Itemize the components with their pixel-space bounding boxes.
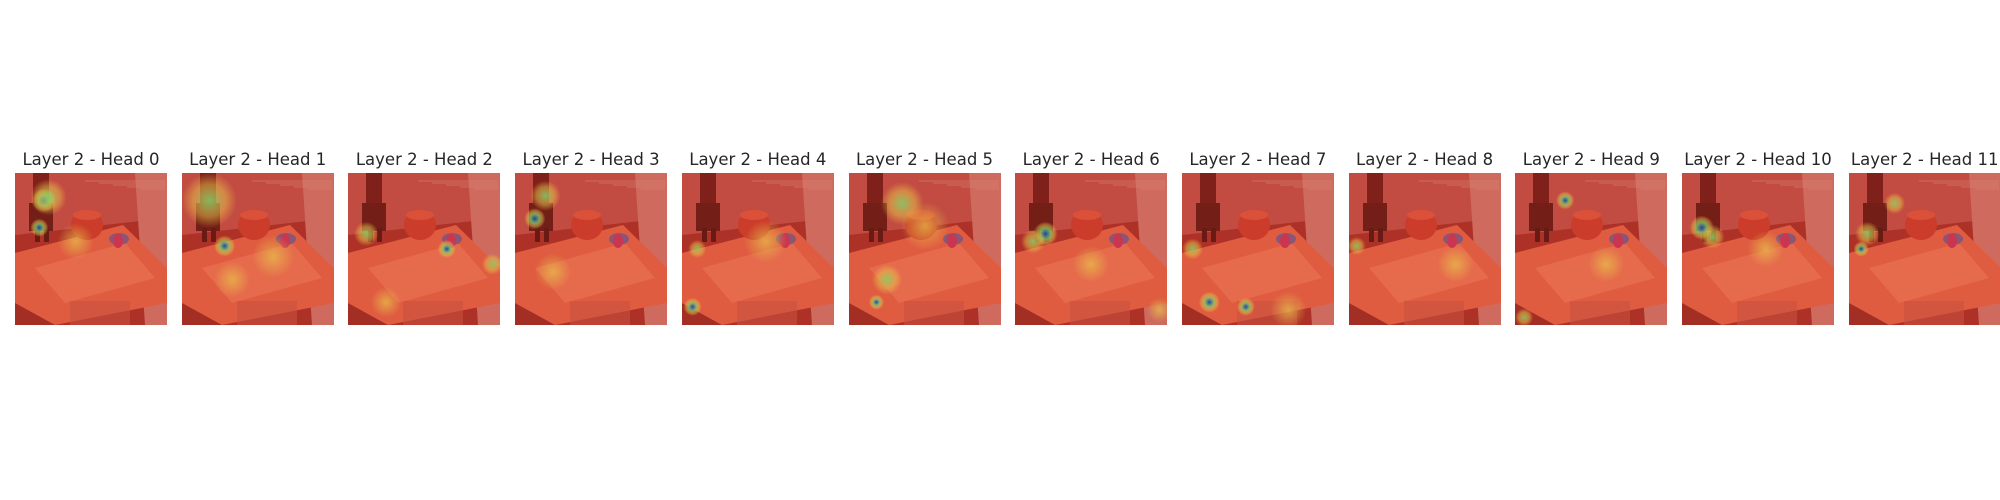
panel-title: Layer 2 - Head 6 [1022, 150, 1160, 169]
attention-panel: Layer 2 - Head 2 [348, 148, 501, 326]
attention-panel: Layer 2 - Head 5 [848, 148, 1001, 326]
heatmap-image [848, 173, 1001, 325]
heatmap-image [1181, 173, 1334, 325]
attention-panel: Layer 2 - Head 9 [1515, 148, 1668, 326]
panel-title: Layer 2 - Head 5 [855, 150, 994, 169]
panel-title: Layer 2 - Head 3 [522, 150, 660, 169]
attention-panel: Layer 2 - Head 6 [1015, 148, 1168, 326]
heatmap-image [1682, 173, 1834, 325]
heatmap-image [1015, 173, 1168, 325]
attention-panel: Layer 2 - Head 3 [515, 148, 668, 326]
heatmap-image [515, 173, 668, 325]
heatmap-image [348, 173, 501, 325]
panel-title: Layer 2 - Head 2 [355, 150, 493, 169]
attention-panel: Layer 2 - Head 7 [1181, 148, 1334, 326]
panel-title: Layer 2 - Head 4 [689, 150, 827, 169]
panel-title: Layer 2 - Head 8 [1356, 150, 1494, 169]
panel-title: Layer 2 - Head 1 [189, 150, 327, 169]
heatmap-image [181, 173, 334, 325]
attention-panel: Layer 2 - Head 1 [181, 148, 334, 326]
heatmap-image [15, 173, 167, 325]
heatmap-image [681, 173, 834, 325]
attention-panel: Layer 2 - Head 10 [1682, 148, 1834, 326]
heatmap-image [1348, 173, 1501, 325]
panel-title: Layer 2 - Head 0 [22, 150, 160, 169]
panel-title: Layer 2 - Head 11 [1850, 150, 1999, 169]
attention-panel: Layer 2 - Head 4 [681, 148, 834, 326]
attention-panel: Layer 2 - Head 0 [15, 148, 167, 326]
attention-panel: Layer 2 - Head 11 [1848, 148, 2000, 326]
heatmap-image [1848, 173, 2000, 325]
panel-title: Layer 2 - Head 10 [1684, 150, 1832, 169]
attention-panel: Layer 2 - Head 8 [1348, 148, 1501, 326]
panel-title: Layer 2 - Head 7 [1189, 150, 1327, 169]
heatmap-image [1515, 173, 1668, 325]
panel-title: Layer 2 - Head 9 [1522, 150, 1660, 169]
